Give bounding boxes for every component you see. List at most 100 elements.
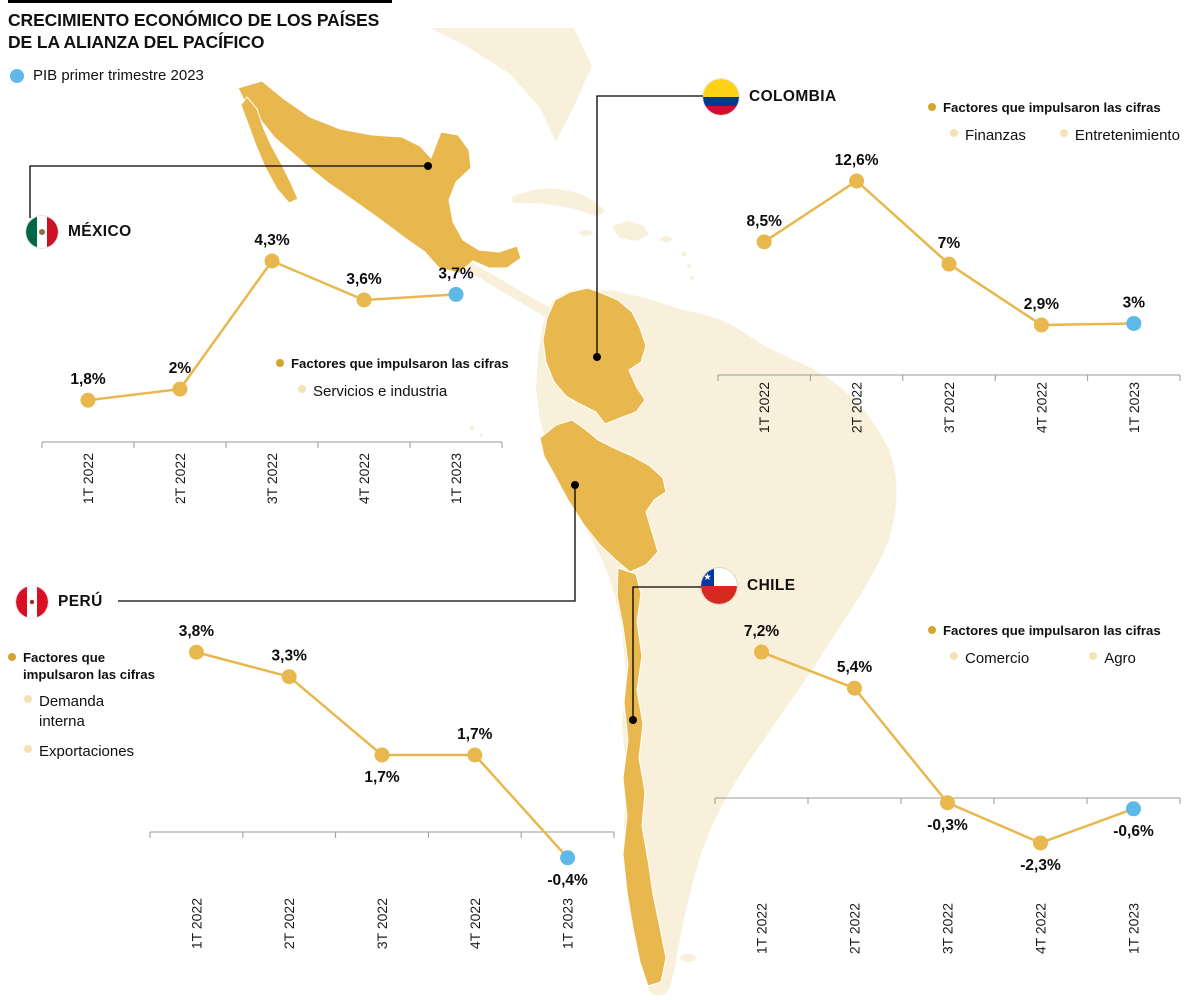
x-label: 2T 2022	[849, 382, 865, 433]
factor-label: Exportaciones	[39, 743, 135, 760]
point-label: -0,6%	[1113, 823, 1154, 840]
point-label: 8,5%	[747, 213, 783, 230]
pib-1t2023-point	[560, 850, 576, 866]
peru-gdp-chart: 1T 2022 2T 2022 3T 2022 4T 2022 1T 2023 3,8% 3…	[149, 623, 615, 949]
factor-label: Comercio	[965, 649, 1030, 667]
data-point	[849, 173, 865, 189]
x-label: 1T 2023	[1126, 382, 1142, 433]
point-label: 3%	[1123, 294, 1146, 311]
x-label: 2T 2022	[847, 903, 863, 954]
title-line-2: DE LA ALIANZA DEL PACÍFICO	[8, 31, 265, 52]
factor-item: Demanda interna	[24, 692, 142, 731]
data-point	[172, 381, 188, 397]
factor-item: Comercio	[950, 649, 1029, 669]
data-point	[374, 747, 390, 763]
factors-peru: Factores que impulsaron las cifras Deman…	[8, 650, 158, 762]
factor-label: Agro	[1104, 649, 1136, 667]
series-line	[763, 179, 1134, 327]
blue-dot-icon	[10, 68, 24, 83]
chile-gdp-chart: 1T 2022 2T 2022 3T 2022 4T 2022 1T 2023 7,2% 5…	[714, 623, 1181, 954]
x-label: 1T 2022	[756, 382, 772, 433]
map-baja-california	[240, 96, 299, 204]
gold-bullet-icon	[928, 626, 936, 634]
point-label: 1,7%	[364, 769, 400, 786]
x-label: 2T 2022	[172, 453, 188, 504]
factors-header: Factores que impulsaron las cifras	[928, 100, 1184, 117]
data-point	[756, 234, 772, 250]
data-point	[356, 292, 372, 308]
gold-bullet-icon	[276, 359, 284, 367]
pib-1t2023-point	[448, 286, 464, 302]
x-label: 4T 2022	[356, 453, 372, 504]
country-label-colombia: COLOMBIA	[703, 79, 837, 115]
factors-title: Factores que impulsaron las cifras	[943, 623, 1161, 638]
x-label: 4T 2022	[1033, 903, 1049, 954]
point-label: 4,3%	[254, 232, 290, 249]
x-label: 2T 2022	[281, 898, 297, 949]
chile-flag-icon	[701, 568, 737, 604]
factors-title: Factores que impulsaron las cifras	[23, 650, 155, 682]
point-label: 2%	[169, 360, 192, 377]
country-label-mexico: MÉXICO	[26, 216, 132, 248]
mexico-gdp-chart: 1T 2022 2T 2022 3T 2022 4T 2022 1T 2023 1,8% 2…	[41, 232, 503, 504]
point-label: 1,7%	[457, 726, 493, 743]
peru-connector	[118, 481, 579, 602]
factor-item: Finanzas	[950, 126, 1026, 146]
x-label: 1T 2022	[80, 453, 96, 504]
pale-bullet-icon	[950, 651, 958, 660]
data-point	[188, 644, 204, 660]
factors-header: Factores que impulsaron las cifras	[928, 623, 1184, 640]
x-label: 4T 2022	[1033, 382, 1049, 433]
factor-item: Exportaciones	[24, 742, 142, 762]
point-label: 1,8%	[70, 371, 106, 388]
pale-bullet-icon	[298, 384, 306, 393]
factor-label: Servicios e industria	[313, 382, 448, 400]
page-title: CRECIMIENTO ECONÓMICO DE LOS PAÍSES DE L…	[8, 10, 392, 54]
title-block: CRECIMIENTO ECONÓMICO DE LOS PAÍSES DE L…	[8, 0, 392, 54]
x-label: 1T 2022	[754, 903, 770, 954]
factors-mexico: Factores que impulsaron las cifras Servi…	[276, 356, 516, 401]
pale-bullet-icon	[1059, 128, 1068, 137]
pale-bullet-icon	[24, 695, 32, 703]
country-name-colombia: COLOMBIA	[749, 88, 837, 105]
data-point	[80, 392, 96, 408]
point-label: 3,6%	[346, 271, 382, 288]
map-mexico	[237, 80, 522, 274]
point-label: 5,4%	[837, 659, 873, 676]
x-label: 3T 2022	[374, 898, 390, 949]
factor-item: Entretenimiento	[1059, 126, 1180, 146]
point-label: -0,3%	[927, 817, 968, 834]
x-label: 3T 2022	[264, 453, 280, 504]
factor-item: Agro	[1089, 649, 1136, 669]
data-point	[1033, 317, 1049, 333]
x-label: 1T 2022	[188, 898, 204, 949]
pale-bullet-icon	[1089, 651, 1098, 660]
point-label: 12,6%	[835, 152, 879, 169]
factor-label: Finanzas	[965, 126, 1026, 144]
peru-flag-icon	[16, 586, 48, 618]
point-label: -0,4%	[547, 872, 588, 889]
data-point	[467, 747, 483, 763]
pale-bullet-icon	[24, 745, 32, 753]
map-chile	[616, 567, 667, 987]
factors-chile: Factores que impulsaron las cifras Comer…	[928, 623, 1184, 668]
legend-label: PIB primer trimestre 2023	[33, 67, 204, 84]
series-line	[761, 650, 1134, 845]
country-label-peru: PERÚ	[16, 586, 103, 618]
gold-bullet-icon	[928, 103, 936, 111]
factors-title: Factores que impulsaron las cifras	[943, 100, 1161, 115]
point-label: 3,3%	[272, 648, 308, 665]
factors-header: Factores que impulsaron las cifras	[8, 650, 158, 683]
point-label: 3,8%	[179, 623, 215, 640]
x-label: 1T 2023	[560, 898, 576, 949]
factor-label: Demanda interna	[39, 693, 105, 730]
gold-bullet-icon	[8, 653, 16, 661]
colombia-flag-icon	[703, 79, 739, 115]
pib-1t2023-point	[1126, 801, 1141, 817]
map-us-gulf-coast	[430, 28, 592, 142]
x-label: 3T 2022	[940, 903, 956, 954]
pale-bullet-icon	[950, 128, 958, 137]
title-rule	[8, 0, 392, 3]
x-label: 3T 2022	[941, 382, 957, 433]
map-central-america	[466, 262, 554, 320]
